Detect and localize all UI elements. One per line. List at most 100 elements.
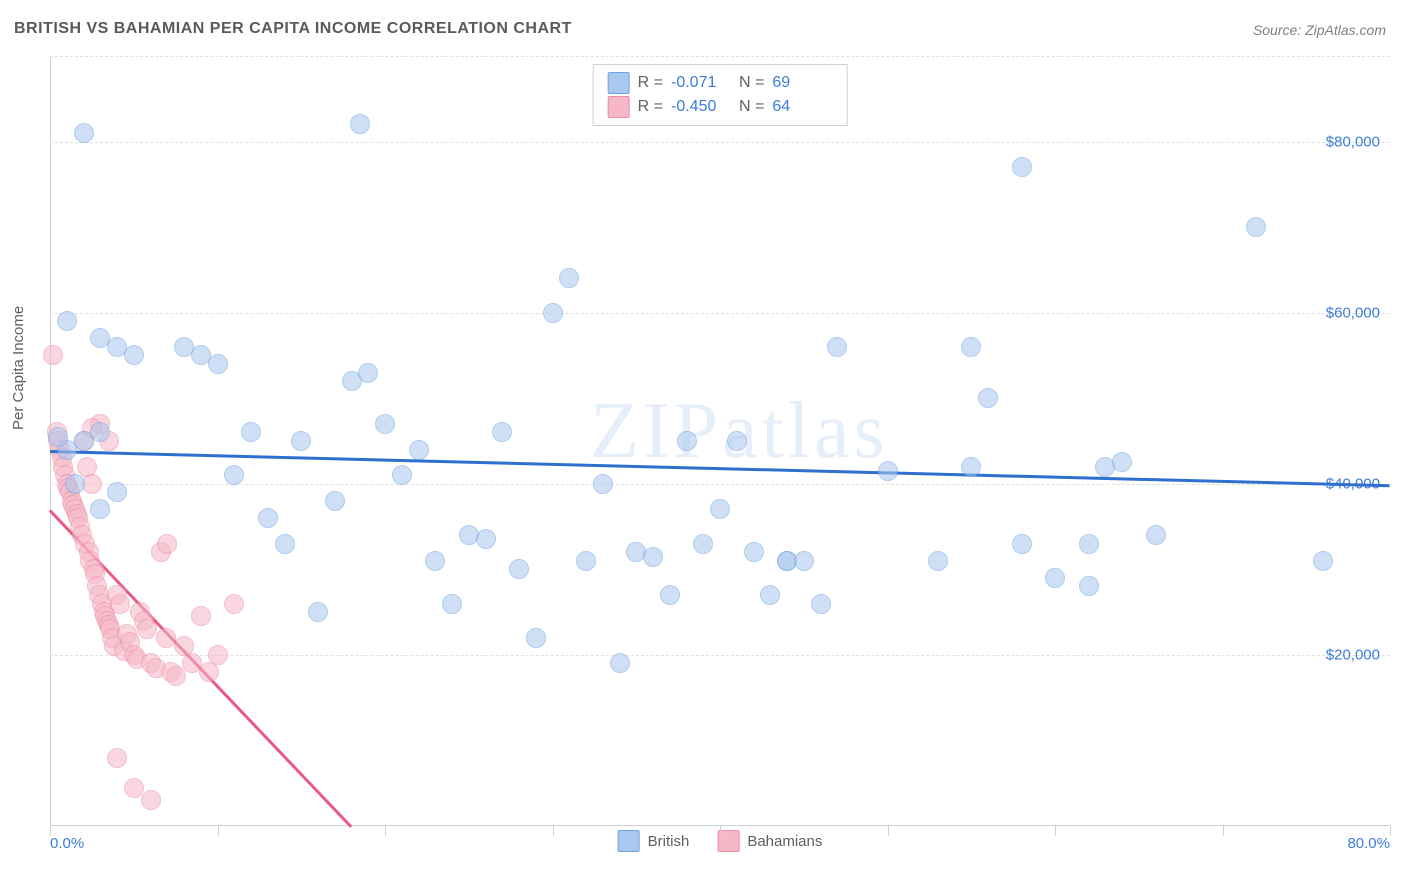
- x-tick: [720, 826, 721, 836]
- gridline: [50, 313, 1390, 314]
- source-attribution: Source: ZipAtlas.com: [1253, 22, 1386, 38]
- stats-row-british: R = -0.071 N = 69: [608, 71, 833, 95]
- data-point: [1012, 157, 1032, 177]
- data-point: [43, 345, 63, 365]
- data-point: [593, 474, 613, 494]
- gridline: [50, 655, 1390, 656]
- x-tick: [50, 826, 51, 836]
- data-point: [350, 114, 370, 134]
- data-point: [141, 790, 161, 810]
- data-point: [492, 422, 512, 442]
- gridline: [50, 484, 1390, 485]
- data-point: [241, 422, 261, 442]
- legend-item-bahamians: Bahamians: [717, 830, 822, 852]
- data-point: [156, 628, 176, 648]
- data-point: [1012, 534, 1032, 554]
- gridline: [50, 142, 1390, 143]
- stats-legend-box: R = -0.071 N = 69 R = -0.450 N = 64: [593, 64, 848, 126]
- data-point: [208, 645, 228, 665]
- data-point: [878, 461, 898, 481]
- data-point: [208, 354, 228, 374]
- x-tick: [1055, 826, 1056, 836]
- data-point: [811, 594, 831, 614]
- x-tick: [888, 826, 889, 836]
- data-point: [727, 431, 747, 451]
- data-point: [677, 431, 697, 451]
- data-point: [124, 345, 144, 365]
- data-point: [124, 778, 144, 798]
- data-point: [191, 606, 211, 626]
- data-point: [794, 551, 814, 571]
- data-point: [1313, 551, 1333, 571]
- data-point: [157, 534, 177, 554]
- data-point: [107, 748, 127, 768]
- data-point: [110, 594, 130, 614]
- data-point: [258, 508, 278, 528]
- x-tick: [553, 826, 554, 836]
- data-point: [137, 619, 157, 639]
- data-point: [74, 123, 94, 143]
- stat-label-n: N =: [739, 95, 764, 119]
- data-point: [358, 363, 378, 383]
- data-point: [57, 311, 77, 331]
- data-point: [442, 594, 462, 614]
- data-point: [643, 547, 663, 567]
- data-point: [526, 628, 546, 648]
- data-point: [543, 303, 563, 323]
- data-point: [166, 666, 186, 686]
- x-tick: [218, 826, 219, 836]
- data-point: [660, 585, 680, 605]
- data-point: [760, 585, 780, 605]
- legend-swatch-british: [618, 830, 640, 852]
- x-axis-max-label: 80.0%: [1347, 835, 1390, 852]
- data-point: [325, 491, 345, 511]
- data-point: [107, 482, 127, 502]
- gridline: [50, 56, 1390, 57]
- x-tick: [385, 826, 386, 836]
- page-title: BRITISH VS BAHAMIAN PER CAPITA INCOME CO…: [14, 20, 572, 38]
- data-point: [375, 414, 395, 434]
- stat-n-british: 69: [772, 71, 832, 95]
- y-tick-label: $20,000: [1326, 646, 1380, 663]
- data-point: [961, 337, 981, 357]
- stat-label-r: R =: [638, 71, 663, 95]
- x-tick: [1390, 826, 1391, 836]
- stat-r-bahamians: -0.450: [671, 95, 731, 119]
- data-point: [224, 465, 244, 485]
- data-point: [291, 431, 311, 451]
- legend-item-british: British: [618, 830, 690, 852]
- scatter-plot: ZIPatlas R = -0.071 N = 69 R = -0.450 N …: [50, 56, 1390, 826]
- data-point: [409, 440, 429, 460]
- data-point: [90, 499, 110, 519]
- stat-n-bahamians: 64: [772, 95, 832, 119]
- data-point: [693, 534, 713, 554]
- data-point: [425, 551, 445, 571]
- data-point: [710, 499, 730, 519]
- data-point: [1079, 576, 1099, 596]
- data-point: [928, 551, 948, 571]
- data-point: [65, 474, 85, 494]
- data-point: [476, 529, 496, 549]
- data-point: [576, 551, 596, 571]
- data-point: [224, 594, 244, 614]
- trend-line: [50, 450, 1390, 487]
- data-point: [1146, 525, 1166, 545]
- data-point: [978, 388, 998, 408]
- data-point: [1045, 568, 1065, 588]
- stat-label-r: R =: [638, 95, 663, 119]
- data-point: [559, 268, 579, 288]
- data-point: [961, 457, 981, 477]
- data-point: [827, 337, 847, 357]
- data-point: [90, 422, 110, 442]
- data-point: [1112, 452, 1132, 472]
- legend-label-british: British: [648, 833, 690, 850]
- stat-r-british: -0.071: [671, 71, 731, 95]
- data-point: [744, 542, 764, 562]
- stats-row-bahamians: R = -0.450 N = 64: [608, 95, 833, 119]
- swatch-british: [608, 72, 630, 94]
- data-point: [392, 465, 412, 485]
- data-point: [610, 653, 630, 673]
- y-axis-label: Per Capita Income: [10, 306, 27, 430]
- data-point: [1079, 534, 1099, 554]
- swatch-bahamians: [608, 96, 630, 118]
